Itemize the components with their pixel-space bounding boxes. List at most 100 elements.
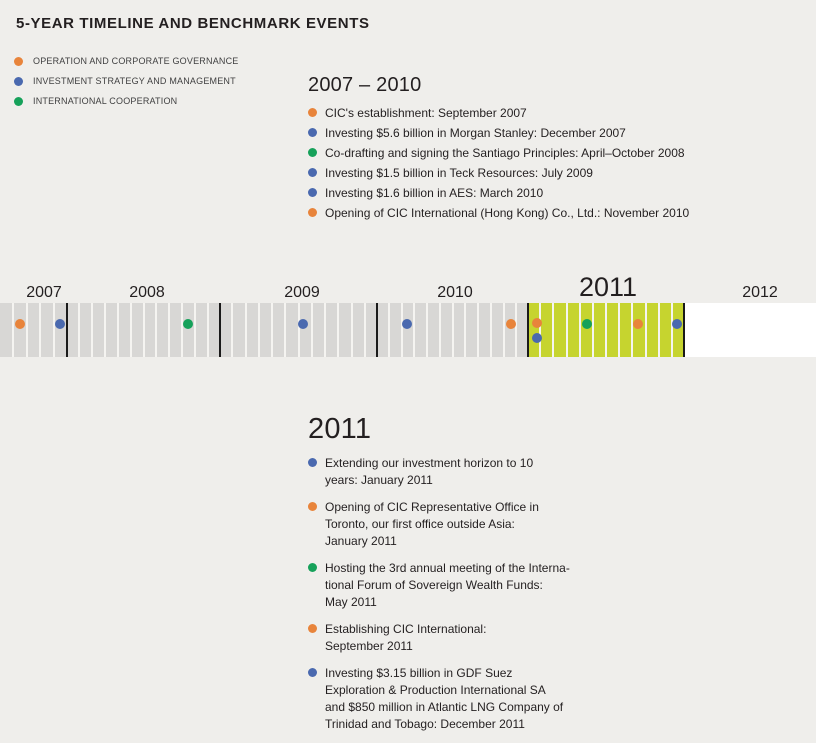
timeline-event-dot-blue (298, 319, 308, 329)
month-segment (659, 303, 671, 357)
event-item: CIC's establishment: September 2007 (308, 105, 738, 122)
month-segment (453, 303, 465, 357)
month-segment (567, 303, 579, 357)
month-segment (246, 303, 258, 357)
month-segment (131, 303, 143, 357)
year-divider (527, 303, 529, 357)
month-segment (491, 303, 503, 357)
category-dot-icon (308, 108, 317, 117)
month-segment (13, 303, 26, 357)
section-2011: 2011 Extending our investment horizon to… (308, 412, 578, 743)
event-text: Opening of CIC International (Hong Kong)… (325, 206, 690, 220)
legend-item: OPERATION AND CORPORATE GOVERNANCE (14, 51, 239, 71)
event-text: Establishing CIC International: Septembe… (325, 622, 487, 653)
month-segment (620, 303, 632, 357)
year-label-2012: 2012 (742, 284, 778, 301)
month-segment (312, 303, 324, 357)
event-item: Hosting the 3rd annual meeting of the In… (308, 560, 578, 611)
year-label-2008: 2008 (129, 284, 165, 301)
month-segment (580, 303, 592, 357)
month-segment (517, 303, 528, 357)
month-segment (646, 303, 658, 357)
timeline-bar (0, 303, 816, 357)
month-segment (365, 303, 377, 357)
month-segment (415, 303, 426, 357)
category-dot-icon (308, 502, 317, 511)
event-item: Investing $5.6 billion in Morgan Stanley… (308, 125, 738, 142)
event-text: Investing $5.6 billion in Morgan Stanley… (325, 126, 626, 140)
month-segment (554, 303, 566, 357)
month-segment (299, 303, 311, 357)
year-cell-2011 (528, 303, 685, 357)
legend-item: INTERNATIONAL COOPERATION (14, 91, 239, 111)
year-cell-2012 (684, 303, 816, 357)
month-segment (105, 303, 117, 357)
month-segment (466, 303, 477, 357)
timeline-year-labels: 2007 2008 2009 2010 2011 2012 (0, 266, 816, 303)
month-segment (352, 303, 364, 357)
month-segment (273, 303, 285, 357)
year-label-2007: 2007 (26, 284, 62, 301)
month-segment (170, 303, 182, 357)
page-title: 5-YEAR TIMELINE AND BENCHMARK EVENTS (16, 15, 370, 32)
timeline-event-dot-orange (506, 319, 516, 329)
legend-item: INVESTMENT STRATEGY AND MANAGEMENT (14, 71, 239, 91)
month-segment (440, 303, 452, 357)
year-label-2009: 2009 (284, 284, 320, 301)
month-segment (259, 303, 271, 357)
legend: OPERATION AND CORPORATE GOVERNANCE INVES… (14, 51, 239, 111)
event-text: Investing $3.15 billion in GDF Suez Expl… (325, 666, 564, 731)
event-list: Extending our investment horizon to 10 y… (308, 455, 578, 733)
legend-label: INTERNATIONAL COOPERATION (33, 96, 178, 106)
legend-label: INVESTMENT STRATEGY AND MANAGEMENT (33, 76, 236, 86)
event-text: Co-drafting and signing the Santiago Pri… (325, 146, 685, 160)
month-segment (326, 303, 338, 357)
month-segment (79, 303, 91, 357)
event-item: Investing $3.15 billion in GDF Suez Expl… (308, 665, 578, 733)
year-divider (66, 303, 68, 357)
month-segment (157, 303, 169, 357)
year-cell-2007 (0, 303, 67, 357)
event-item: Opening of CIC Representative Office in … (308, 499, 578, 550)
month-segment (92, 303, 104, 357)
month-segment (672, 303, 685, 357)
event-text: Extending our investment horizon to 10 y… (325, 456, 534, 487)
legend-dot-icon (14, 96, 23, 106)
timeline-event-dot-blue (55, 319, 65, 329)
event-item: Investing $1.5 billion in Teck Resources… (308, 165, 738, 182)
category-dot-icon (308, 168, 317, 177)
month-segment (0, 303, 12, 357)
section-heading: 2007 – 2010 (308, 74, 422, 96)
month-segment (339, 303, 351, 357)
month-segment (607, 303, 619, 357)
year-divider (219, 303, 221, 357)
month-segment (41, 303, 54, 357)
category-dot-icon (308, 148, 317, 157)
month-segment (541, 303, 553, 357)
category-dot-icon (308, 624, 317, 633)
month-segment (504, 303, 516, 357)
month-segment (593, 303, 606, 357)
month-segment (27, 303, 40, 357)
month-segment (233, 303, 245, 357)
category-dot-icon (308, 668, 317, 677)
legend-label: OPERATION AND CORPORATE GOVERNANCE (33, 56, 239, 66)
event-list: CIC's establishment: September 2007 Inve… (308, 105, 738, 222)
event-text: Opening of CIC Representative Office in … (325, 500, 539, 548)
month-segment (633, 303, 645, 357)
month-segment (479, 303, 490, 357)
timeline-event-dot-orange (633, 319, 643, 329)
category-dot-icon (308, 563, 317, 572)
event-text: Investing $1.6 billion in AES: March 201… (325, 186, 544, 200)
category-dot-icon (308, 458, 317, 467)
year-cell-2009 (220, 303, 377, 357)
year-cell-2010 (377, 303, 528, 357)
timeline-event-dot-blue (402, 319, 412, 329)
year-divider (376, 303, 378, 357)
timeline-event-dot-orange (15, 319, 25, 329)
timeline-event-dot-blue (672, 319, 682, 329)
legend-dot-icon (14, 76, 23, 86)
month-segment (209, 303, 221, 357)
event-item: Co-drafting and signing the Santiago Pri… (308, 145, 738, 162)
timeline-event-dot-blue (532, 333, 542, 343)
